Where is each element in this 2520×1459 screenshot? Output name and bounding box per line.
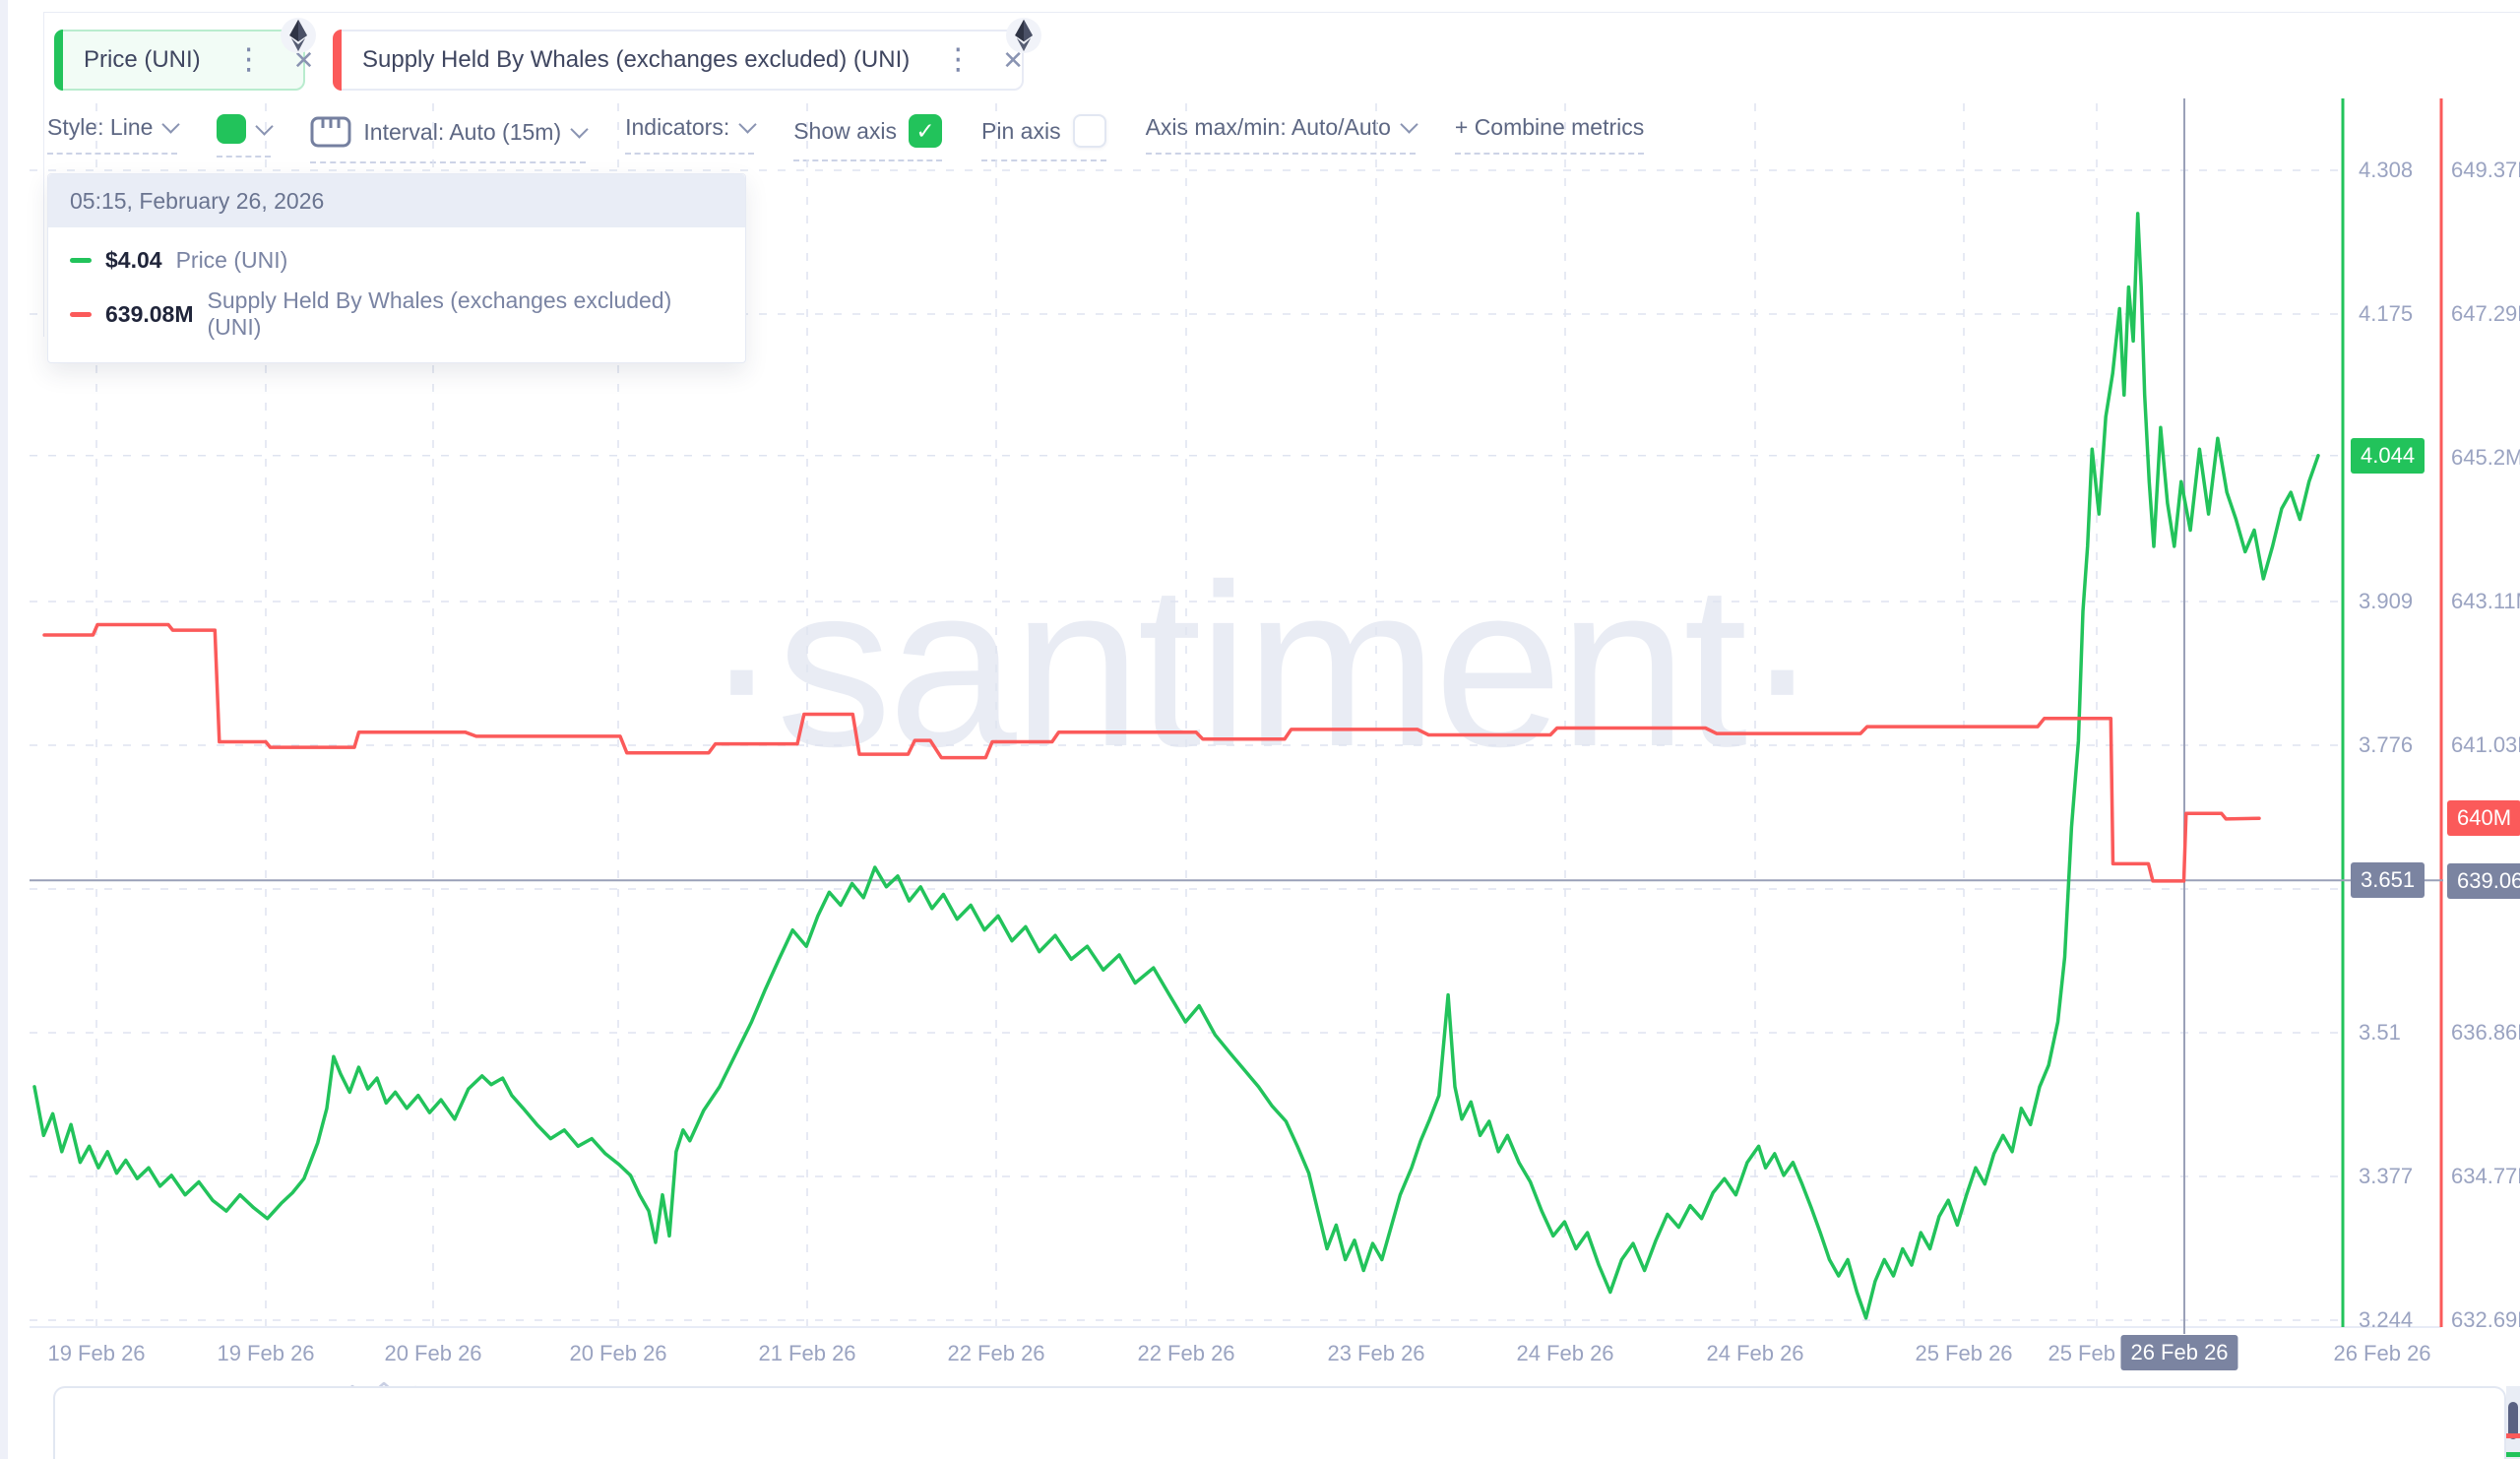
kebab-menu-icon[interactable]: ⋮ [943,43,974,76]
series-dash-red [70,311,92,317]
navigator-drag-handle[interactable] [2508,1402,2518,1439]
color-swatch [217,114,247,144]
tab-label: Price (UNI) [84,46,201,73]
chart-navigator[interactable] [53,1386,2506,1459]
interval-ruler-icon [310,116,351,148]
pin-axis-toggle[interactable]: Pin axis [981,114,1106,161]
kebab-menu-icon[interactable]: ⋮ [233,43,264,76]
combine-metrics-button[interactable]: + Combine metrics [1454,114,1645,155]
tooltip-value: $4.04 [105,247,162,273]
show-axis-toggle[interactable]: Show axis ✓ [793,114,943,161]
ethereum-icon [1006,18,1041,53]
tab-accent-red [333,30,342,91]
indicators-label: Indicators: [625,114,730,140]
chart-tooltip: 05:15, February 26, 2026 $4.04 Price (UN… [47,173,746,363]
combine-metrics-label: + Combine metrics [1454,114,1645,140]
navigator-red-series-mark [2506,1433,2520,1438]
series-dash-green [70,258,92,263]
color-selector[interactable] [217,114,275,158]
tooltip-row-supply: 639.08M Supply Held By Whales (exchanges… [70,287,724,341]
tooltip-row-price: $4.04 Price (UNI) [70,247,724,274]
tab-label: Supply Held By Whales (exchanges exclude… [362,46,911,73]
ethereum-icon [281,18,316,53]
card-left-border [43,12,44,337]
tooltip-timestamp: 05:15, February 26, 2026 [48,174,745,227]
card-top-border [43,12,2520,13]
price-line-series [32,212,2320,1320]
navigator-green-series-mark [2506,1452,2520,1457]
tooltip-label: Price (UNI) [175,247,288,273]
tooltip-label: Supply Held By Whales (exchanges exclude… [207,287,672,340]
left-panel-edge [0,0,8,1459]
supply-line-series [42,622,2261,883]
interval-selector[interactable]: Interval: Auto (15m) [310,114,589,163]
tab-price-uni[interactable]: Price (UNI) ⋮ ✕ [54,30,314,91]
checkbox-checked-icon[interactable]: ✓ [909,114,943,148]
style-selector[interactable]: Style: Line [47,114,181,155]
interval-label: Interval: Auto (15m) [363,118,562,145]
tab-accent-green [54,30,63,91]
style-label: Style: Line [47,114,154,140]
indicators-selector[interactable]: Indicators: [625,114,757,155]
tab-supply-whales[interactable]: Supply Held By Whales (exchanges exclude… [333,30,1024,91]
tooltip-value: 639.08M [105,300,194,327]
checkbox-unchecked-icon[interactable] [1072,114,1106,148]
show-axis-label: Show axis [793,117,898,144]
pin-axis-label: Pin axis [981,117,1061,144]
santiment-watermark: ·santiment· [703,536,1820,794]
